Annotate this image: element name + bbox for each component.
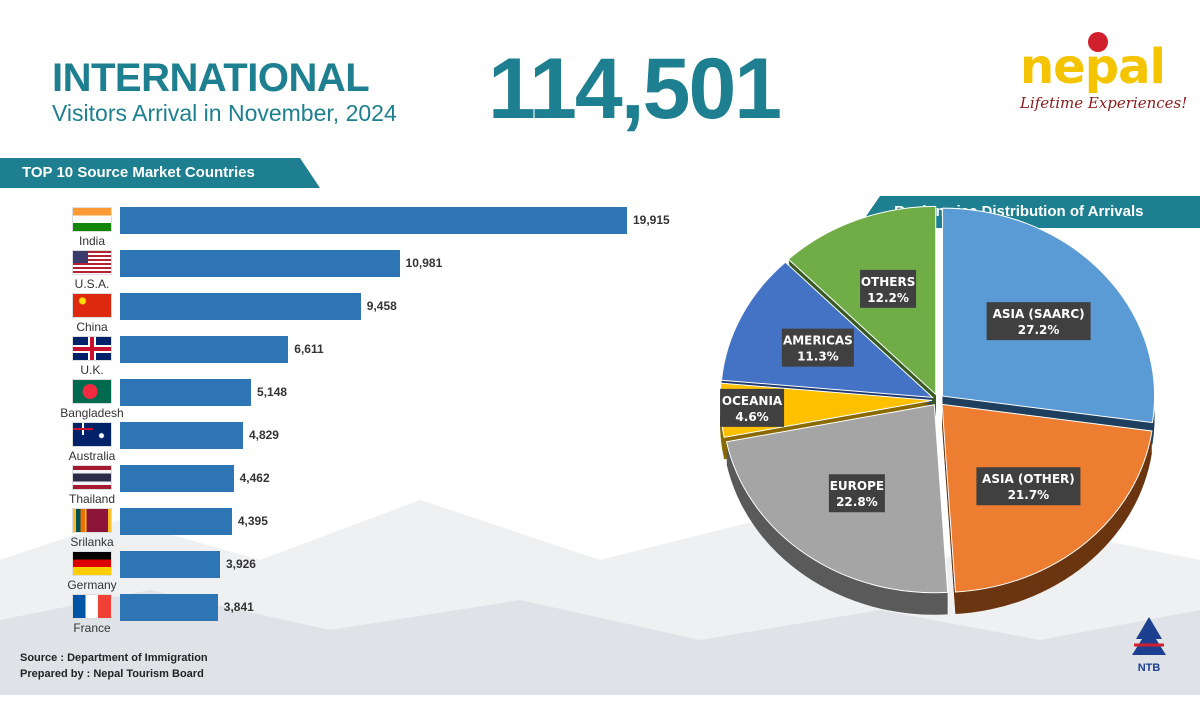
bar-value-label: 4,462 bbox=[239, 471, 270, 485]
flag-us-icon bbox=[72, 250, 112, 275]
flag-de-icon bbox=[72, 551, 112, 576]
sun-icon bbox=[1088, 32, 1108, 52]
bar-india bbox=[120, 207, 627, 234]
source-note: Source : Department of Immigration bbox=[20, 652, 208, 664]
bar-france bbox=[120, 594, 218, 621]
pie-label-box bbox=[720, 388, 785, 427]
flag-uk-icon bbox=[72, 336, 112, 361]
bar-value-label: 4,395 bbox=[237, 514, 268, 528]
country-label: Thailand bbox=[68, 492, 116, 506]
flag-th-icon bbox=[72, 465, 112, 490]
flag-lk-icon bbox=[72, 508, 112, 533]
logo-tagline: Lifetime Experiences! bbox=[1020, 94, 1188, 112]
flag-in-icon bbox=[72, 207, 112, 232]
pie-label: EUROPE bbox=[830, 479, 884, 493]
header-title: INTERNATIONAL bbox=[52, 56, 370, 100]
country-label: Germany bbox=[67, 578, 117, 592]
nepal-logo: nepal Lifetime Experiences! bbox=[1020, 32, 1190, 112]
pie-label: ASIA (SAARC) bbox=[993, 307, 1085, 321]
country-label: Bangladesh bbox=[60, 406, 124, 420]
bar-value-label: 5,148 bbox=[257, 385, 288, 399]
country-label: India bbox=[78, 234, 106, 248]
bar-value-label: 6,611 bbox=[294, 342, 324, 356]
country-label: China bbox=[76, 320, 108, 334]
pie-label: OTHERS bbox=[861, 275, 916, 289]
pie-label-box bbox=[781, 328, 854, 367]
bar-value-label: 9,458 bbox=[366, 299, 397, 313]
prepared-note: Prepared by : Nepal Tourism Board bbox=[20, 668, 204, 680]
ntb-label: NTB bbox=[1137, 662, 1161, 674]
country-label: U.K. bbox=[80, 363, 104, 377]
country-label: France bbox=[73, 621, 111, 635]
pie-label: OCEANIA bbox=[722, 394, 783, 408]
total-arrivals: 114,501 bbox=[488, 41, 782, 137]
pie-label-box bbox=[860, 269, 917, 308]
flag-fr-icon bbox=[72, 594, 112, 619]
bar-bangladesh bbox=[120, 379, 252, 406]
bar-uk bbox=[120, 336, 289, 363]
bar-chart-title: TOP 10 Source Market Countries bbox=[0, 158, 320, 188]
pie-label-box bbox=[986, 302, 1091, 341]
flag-au-icon bbox=[72, 422, 112, 447]
bar-value-label: 3,926 bbox=[225, 557, 256, 571]
bar-usa bbox=[120, 250, 400, 277]
bar-china bbox=[120, 293, 361, 320]
pie-value-label: 22.8% bbox=[836, 495, 878, 509]
country-label: Australia bbox=[68, 449, 116, 463]
bar-thailand bbox=[120, 465, 234, 492]
pie-value-label: 27.2% bbox=[1018, 323, 1060, 337]
bar-value-label: 19,915 bbox=[633, 213, 670, 227]
flag-bd-icon bbox=[72, 379, 112, 404]
pie-value-label: 12.2% bbox=[867, 291, 909, 305]
bar-value-label: 4,829 bbox=[248, 428, 279, 442]
bar-germany bbox=[120, 551, 220, 578]
bar-srilanka bbox=[120, 508, 232, 535]
country-label: U.S.A. bbox=[74, 277, 110, 291]
pie-value-label: 21.7% bbox=[1008, 488, 1050, 502]
pie-value-label: 4.6% bbox=[735, 410, 768, 424]
pie-label-box bbox=[828, 474, 885, 513]
pie-value-label: 11.3% bbox=[797, 350, 839, 364]
pie-label: AMERICAS bbox=[783, 334, 853, 348]
pie-label: ASIA (OTHER) bbox=[982, 472, 1075, 486]
flag-cn-icon bbox=[72, 293, 112, 318]
ntb-logo-icon bbox=[1132, 617, 1166, 655]
bar-value-label: 3,841 bbox=[223, 600, 254, 614]
bar-australia bbox=[120, 422, 243, 449]
country-label: Srilanka bbox=[70, 535, 114, 549]
bar-value-label: 10,981 bbox=[405, 256, 443, 270]
header-subtitle: Visitors Arrival in November, 2024 bbox=[52, 100, 397, 126]
pie-label-box bbox=[976, 467, 1081, 506]
